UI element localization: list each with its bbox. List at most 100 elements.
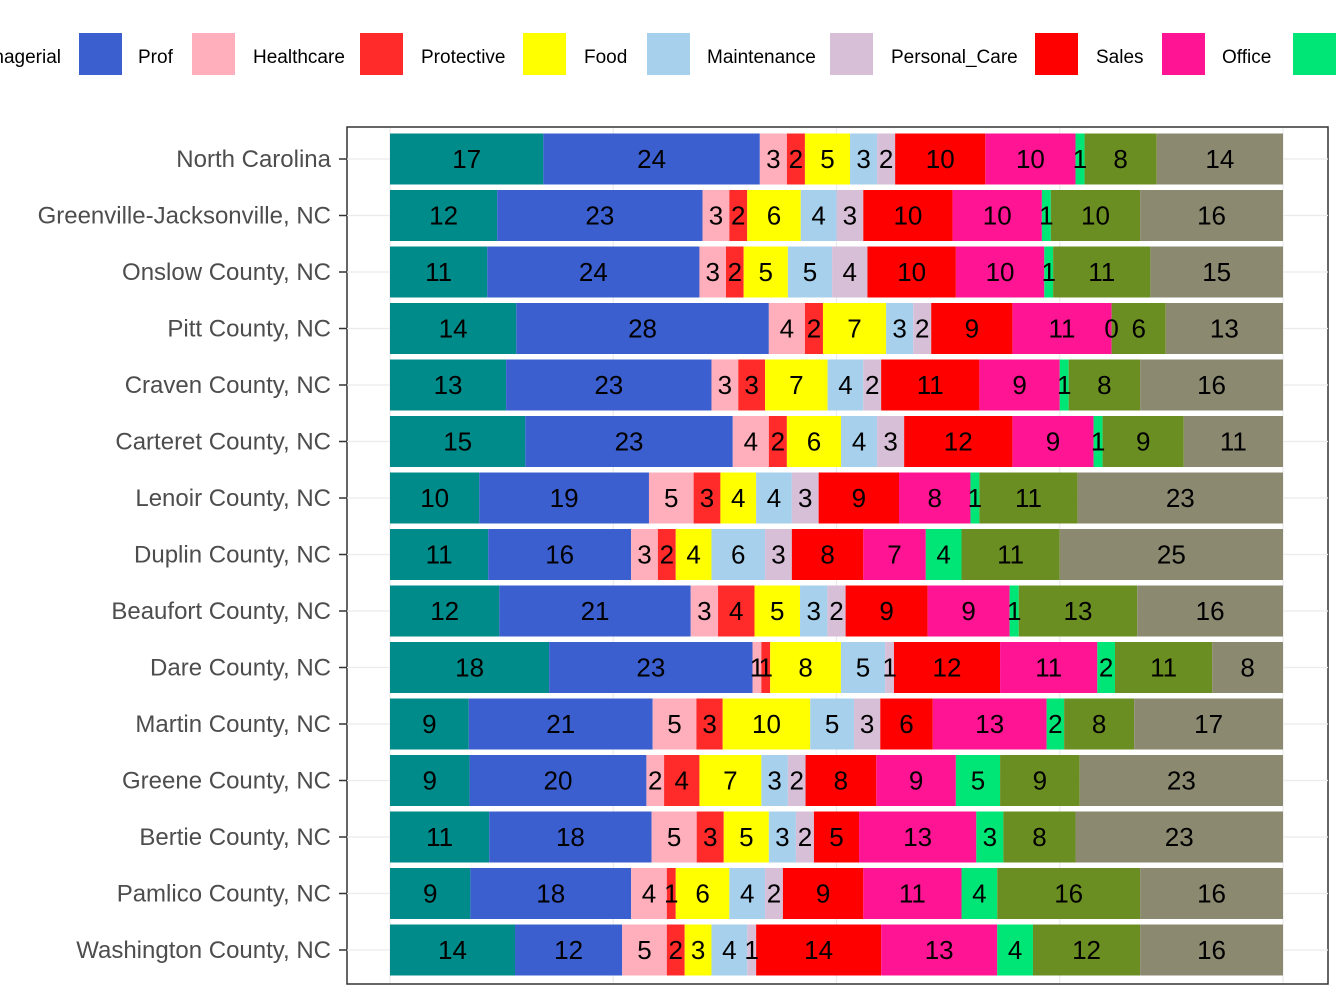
data-label: 3 (703, 822, 717, 852)
bar-segment (791, 529, 864, 580)
bar-segment (646, 755, 665, 806)
data-label: 14 (804, 935, 833, 965)
data-label: 7 (887, 540, 901, 570)
data-label: 2 (669, 935, 683, 965)
data-label: 11 (425, 257, 452, 287)
bar-segment (1050, 190, 1141, 241)
data-label: 23 (594, 370, 623, 400)
data-label: 16 (1054, 879, 1083, 909)
data-label: 3 (700, 483, 714, 513)
bar-segment (648, 472, 694, 524)
bar-segment (813, 811, 860, 863)
data-label: 1 (1073, 144, 1087, 174)
bar-segment (479, 472, 649, 524)
data-label: 5 (759, 257, 773, 287)
bar-segment (506, 359, 712, 411)
bar-segment (955, 246, 1045, 298)
bar-segment (390, 755, 470, 806)
data-label: 2 (648, 766, 662, 796)
data-label: 1 (882, 653, 896, 683)
data-label: 1 (1007, 596, 1021, 626)
legend-label-personal-care: Personal_Care (891, 47, 1018, 68)
data-label: 3 (691, 935, 705, 965)
bar-segment (1012, 303, 1112, 354)
data-label: 9 (1046, 427, 1060, 457)
bar-segment (1165, 303, 1283, 354)
bar-segment (1059, 359, 1069, 411)
data-label: 10 (893, 201, 922, 231)
data-label: 10 (752, 709, 781, 739)
data-label: 4 (642, 879, 656, 909)
bar-segment (1079, 755, 1283, 806)
bar-segment (684, 924, 712, 976)
bar-segment (515, 924, 623, 976)
data-label: 5 (664, 483, 678, 513)
bar-segment (664, 755, 700, 806)
bar-segment (711, 359, 739, 411)
data-label: 17 (1194, 709, 1223, 739)
data-label: 10 (1081, 201, 1110, 231)
bar-segment (468, 698, 653, 750)
data-label: 1 (744, 935, 758, 965)
data-label: 9 (965, 314, 979, 344)
data-label: 25 (1157, 540, 1186, 570)
bar-segment (543, 133, 760, 185)
bar-segment (863, 190, 953, 241)
bar-segment (390, 642, 550, 693)
data-label: 24 (579, 257, 608, 287)
bar-segment (1140, 359, 1283, 411)
data-label: 9 (1033, 766, 1047, 796)
data-label: 19 (550, 483, 579, 513)
y-tick-label-pitt-county-nc: Pitt County, NC (167, 316, 331, 343)
data-label: 9 (422, 709, 436, 739)
bar-segment (805, 755, 877, 806)
data-label: 18 (536, 879, 565, 909)
data-label: 10 (420, 483, 449, 513)
bar-segment (1097, 642, 1116, 693)
bar-segment (756, 924, 882, 976)
data-label: 4 (780, 314, 794, 344)
bar-segment (390, 303, 517, 354)
data-label: 11 (1150, 653, 1177, 683)
bar-segment (666, 924, 685, 976)
y-tick-label-washington-county-nc: Washington County, NC (76, 937, 331, 964)
data-label: 8 (927, 483, 941, 513)
data-label: 4 (729, 596, 743, 626)
bar-segment (390, 529, 489, 580)
data-label: 15 (1202, 257, 1231, 287)
bar-segment (390, 359, 507, 411)
bar-segment (1041, 190, 1051, 241)
data-label: 11 (1035, 653, 1062, 683)
data-label: 9 (1012, 370, 1026, 400)
data-label: 1 (968, 483, 982, 513)
data-label: 3 (705, 257, 719, 287)
data-label: 3 (883, 427, 897, 457)
bar-segment (516, 303, 769, 354)
data-label: 12 (1072, 935, 1101, 965)
data-label: 16 (1197, 201, 1226, 231)
data-label: 4 (675, 766, 689, 796)
data-label: 14 (439, 314, 468, 344)
bar-segment (840, 642, 886, 693)
legend-key-prof (79, 33, 122, 75)
bar-segment (952, 190, 1042, 241)
y-tick-label-greenville-jacksonville-nc: Greenville-Jacksonville, NC (38, 203, 331, 230)
legend-label-managerial: Managerial (0, 47, 61, 68)
bar-segment (470, 868, 632, 919)
bar-segment (1140, 924, 1283, 976)
data-label: 6 (695, 879, 709, 909)
data-label: 4 (740, 879, 754, 909)
data-label: 4 (838, 370, 852, 400)
bar-segment (1000, 755, 1080, 806)
data-label: 5 (829, 822, 843, 852)
bar-segment (854, 698, 881, 750)
bar-segment (675, 529, 712, 580)
data-label: 7 (789, 370, 803, 400)
legend-key-office (1162, 33, 1205, 75)
bar-segment (1059, 529, 1283, 580)
data-label: 1 (1039, 201, 1053, 231)
bar-segment (761, 642, 771, 693)
legend-key-sales (1035, 33, 1078, 75)
bar-segment (1012, 416, 1094, 467)
